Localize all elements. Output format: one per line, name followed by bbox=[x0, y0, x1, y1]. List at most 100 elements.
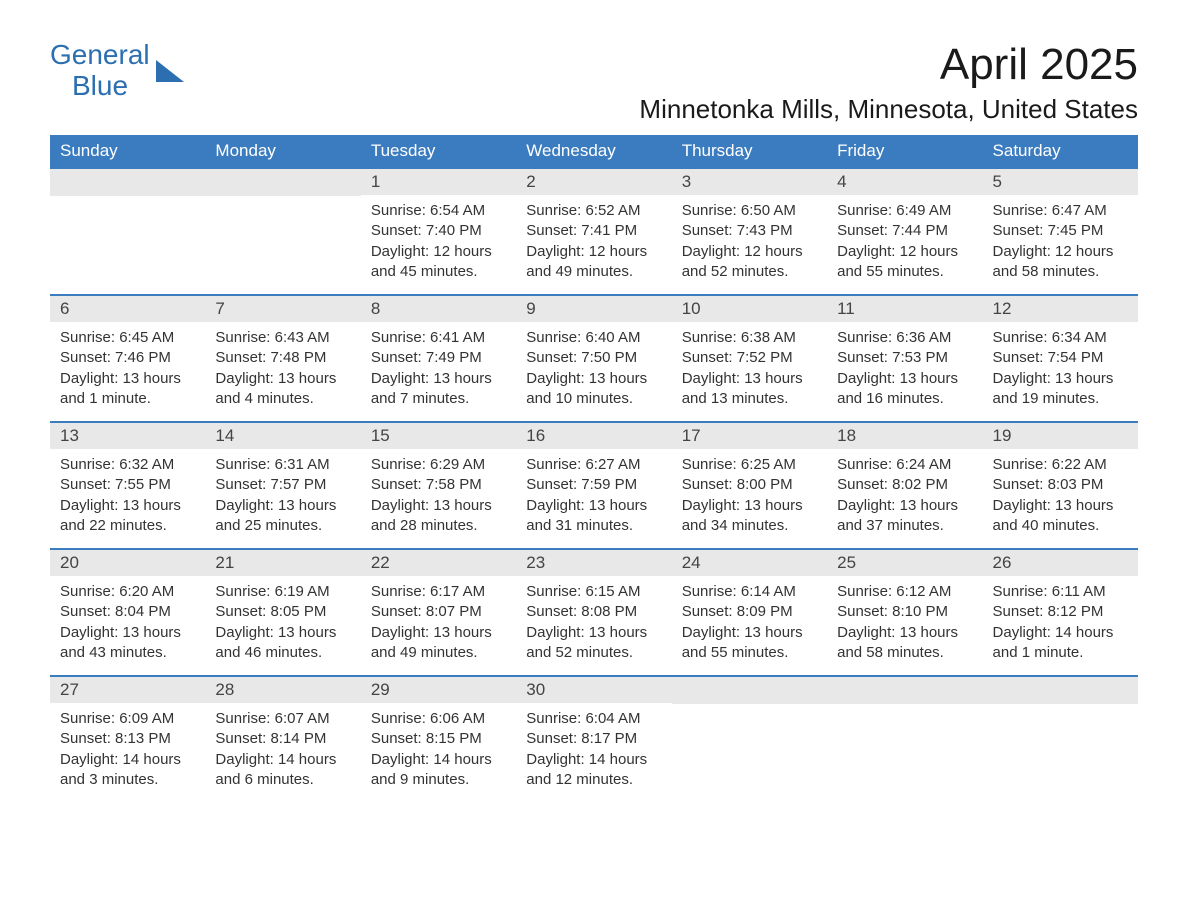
day-content: Sunrise: 6:11 AMSunset: 8:12 PMDaylight:… bbox=[983, 576, 1138, 669]
day-number: 1 bbox=[361, 169, 516, 195]
sunrise-text: Sunrise: 6:14 AM bbox=[682, 582, 817, 602]
logo-general-text: General bbox=[50, 40, 150, 71]
day-number: 4 bbox=[827, 169, 982, 195]
daylight-text: Daylight: 13 hours and 40 minutes. bbox=[993, 496, 1128, 537]
day-content: Sunrise: 6:47 AMSunset: 7:45 PMDaylight:… bbox=[983, 195, 1138, 288]
day-content: Sunrise: 6:45 AMSunset: 7:46 PMDaylight:… bbox=[50, 322, 205, 415]
logo-blue-text: Blue bbox=[50, 71, 150, 102]
daylight-text: Daylight: 13 hours and 31 minutes. bbox=[526, 496, 661, 537]
sunset-text: Sunset: 7:45 PM bbox=[993, 221, 1128, 241]
day-cell: 18Sunrise: 6:24 AMSunset: 8:02 PMDayligh… bbox=[827, 423, 982, 548]
sunset-text: Sunset: 8:13 PM bbox=[60, 729, 195, 749]
empty-day-number-bar bbox=[205, 169, 360, 196]
sunset-text: Sunset: 7:43 PM bbox=[682, 221, 817, 241]
daylight-text: Daylight: 12 hours and 52 minutes. bbox=[682, 242, 817, 283]
day-header-friday: Friday bbox=[827, 135, 982, 167]
day-cell: 27Sunrise: 6:09 AMSunset: 8:13 PMDayligh… bbox=[50, 677, 205, 802]
daylight-text: Daylight: 13 hours and 25 minutes. bbox=[215, 496, 350, 537]
day-number: 20 bbox=[50, 550, 205, 576]
day-number: 22 bbox=[361, 550, 516, 576]
sunset-text: Sunset: 7:54 PM bbox=[993, 348, 1128, 368]
day-content: Sunrise: 6:34 AMSunset: 7:54 PMDaylight:… bbox=[983, 322, 1138, 415]
day-content: Sunrise: 6:43 AMSunset: 7:48 PMDaylight:… bbox=[205, 322, 360, 415]
sunrise-text: Sunrise: 6:43 AM bbox=[215, 328, 350, 348]
sunrise-text: Sunrise: 6:31 AM bbox=[215, 455, 350, 475]
sunset-text: Sunset: 7:53 PM bbox=[837, 348, 972, 368]
day-content: Sunrise: 6:41 AMSunset: 7:49 PMDaylight:… bbox=[361, 322, 516, 415]
sunset-text: Sunset: 7:50 PM bbox=[526, 348, 661, 368]
day-number: 17 bbox=[672, 423, 827, 449]
day-cell: 24Sunrise: 6:14 AMSunset: 8:09 PMDayligh… bbox=[672, 550, 827, 675]
empty-day-number-bar bbox=[672, 677, 827, 704]
daylight-text: Daylight: 13 hours and 46 minutes. bbox=[215, 623, 350, 664]
day-number: 30 bbox=[516, 677, 671, 703]
day-number: 10 bbox=[672, 296, 827, 322]
day-content: Sunrise: 6:27 AMSunset: 7:59 PMDaylight:… bbox=[516, 449, 671, 542]
day-cell: 16Sunrise: 6:27 AMSunset: 7:59 PMDayligh… bbox=[516, 423, 671, 548]
sunrise-text: Sunrise: 6:06 AM bbox=[371, 709, 506, 729]
calendar-header-row: Sunday Monday Tuesday Wednesday Thursday… bbox=[50, 135, 1138, 167]
empty-day-cell bbox=[983, 677, 1138, 802]
day-cell: 20Sunrise: 6:20 AMSunset: 8:04 PMDayligh… bbox=[50, 550, 205, 675]
sunset-text: Sunset: 8:08 PM bbox=[526, 602, 661, 622]
sunrise-text: Sunrise: 6:20 AM bbox=[60, 582, 195, 602]
day-header-sunday: Sunday bbox=[50, 135, 205, 167]
daylight-text: Daylight: 13 hours and 4 minutes. bbox=[215, 369, 350, 410]
day-number: 11 bbox=[827, 296, 982, 322]
day-content: Sunrise: 6:07 AMSunset: 8:14 PMDaylight:… bbox=[205, 703, 360, 796]
day-number: 19 bbox=[983, 423, 1138, 449]
sunrise-text: Sunrise: 6:25 AM bbox=[682, 455, 817, 475]
sunset-text: Sunset: 8:03 PM bbox=[993, 475, 1128, 495]
day-header-saturday: Saturday bbox=[983, 135, 1138, 167]
sunset-text: Sunset: 8:07 PM bbox=[371, 602, 506, 622]
day-content: Sunrise: 6:40 AMSunset: 7:50 PMDaylight:… bbox=[516, 322, 671, 415]
day-cell: 28Sunrise: 6:07 AMSunset: 8:14 PMDayligh… bbox=[205, 677, 360, 802]
day-cell: 2Sunrise: 6:52 AMSunset: 7:41 PMDaylight… bbox=[516, 169, 671, 294]
sunrise-text: Sunrise: 6:19 AM bbox=[215, 582, 350, 602]
day-number: 9 bbox=[516, 296, 671, 322]
sunset-text: Sunset: 7:49 PM bbox=[371, 348, 506, 368]
day-cell: 5Sunrise: 6:47 AMSunset: 7:45 PMDaylight… bbox=[983, 169, 1138, 294]
sunrise-text: Sunrise: 6:50 AM bbox=[682, 201, 817, 221]
daylight-text: Daylight: 13 hours and 1 minute. bbox=[60, 369, 195, 410]
sunrise-text: Sunrise: 6:17 AM bbox=[371, 582, 506, 602]
sunset-text: Sunset: 8:14 PM bbox=[215, 729, 350, 749]
sunset-text: Sunset: 8:15 PM bbox=[371, 729, 506, 749]
day-content: Sunrise: 6:04 AMSunset: 8:17 PMDaylight:… bbox=[516, 703, 671, 796]
title-area: April 2025 Minnetonka Mills, Minnesota, … bbox=[639, 40, 1138, 125]
day-content: Sunrise: 6:22 AMSunset: 8:03 PMDaylight:… bbox=[983, 449, 1138, 542]
daylight-text: Daylight: 13 hours and 13 minutes. bbox=[682, 369, 817, 410]
day-cell: 17Sunrise: 6:25 AMSunset: 8:00 PMDayligh… bbox=[672, 423, 827, 548]
day-cell: 26Sunrise: 6:11 AMSunset: 8:12 PMDayligh… bbox=[983, 550, 1138, 675]
day-cell: 23Sunrise: 6:15 AMSunset: 8:08 PMDayligh… bbox=[516, 550, 671, 675]
daylight-text: Daylight: 13 hours and 52 minutes. bbox=[526, 623, 661, 664]
sunset-text: Sunset: 8:00 PM bbox=[682, 475, 817, 495]
day-number: 24 bbox=[672, 550, 827, 576]
empty-day-number-bar bbox=[827, 677, 982, 704]
sunrise-text: Sunrise: 6:27 AM bbox=[526, 455, 661, 475]
day-cell: 30Sunrise: 6:04 AMSunset: 8:17 PMDayligh… bbox=[516, 677, 671, 802]
day-cell: 7Sunrise: 6:43 AMSunset: 7:48 PMDaylight… bbox=[205, 296, 360, 421]
sunset-text: Sunset: 7:59 PM bbox=[526, 475, 661, 495]
sunrise-text: Sunrise: 6:36 AM bbox=[837, 328, 972, 348]
logo-flag-icon bbox=[156, 60, 184, 82]
day-number: 5 bbox=[983, 169, 1138, 195]
daylight-text: Daylight: 13 hours and 7 minutes. bbox=[371, 369, 506, 410]
day-header-wednesday: Wednesday bbox=[516, 135, 671, 167]
day-cell: 1Sunrise: 6:54 AMSunset: 7:40 PMDaylight… bbox=[361, 169, 516, 294]
day-header-monday: Monday bbox=[205, 135, 360, 167]
day-content: Sunrise: 6:19 AMSunset: 8:05 PMDaylight:… bbox=[205, 576, 360, 669]
sunrise-text: Sunrise: 6:04 AM bbox=[526, 709, 661, 729]
day-content: Sunrise: 6:24 AMSunset: 8:02 PMDaylight:… bbox=[827, 449, 982, 542]
sunrise-text: Sunrise: 6:15 AM bbox=[526, 582, 661, 602]
day-number: 18 bbox=[827, 423, 982, 449]
day-content: Sunrise: 6:50 AMSunset: 7:43 PMDaylight:… bbox=[672, 195, 827, 288]
sunset-text: Sunset: 7:57 PM bbox=[215, 475, 350, 495]
daylight-text: Daylight: 13 hours and 28 minutes. bbox=[371, 496, 506, 537]
logo: General Blue bbox=[50, 40, 184, 102]
day-content: Sunrise: 6:06 AMSunset: 8:15 PMDaylight:… bbox=[361, 703, 516, 796]
day-cell: 9Sunrise: 6:40 AMSunset: 7:50 PMDaylight… bbox=[516, 296, 671, 421]
day-content: Sunrise: 6:31 AMSunset: 7:57 PMDaylight:… bbox=[205, 449, 360, 542]
day-cell: 11Sunrise: 6:36 AMSunset: 7:53 PMDayligh… bbox=[827, 296, 982, 421]
sunset-text: Sunset: 7:52 PM bbox=[682, 348, 817, 368]
